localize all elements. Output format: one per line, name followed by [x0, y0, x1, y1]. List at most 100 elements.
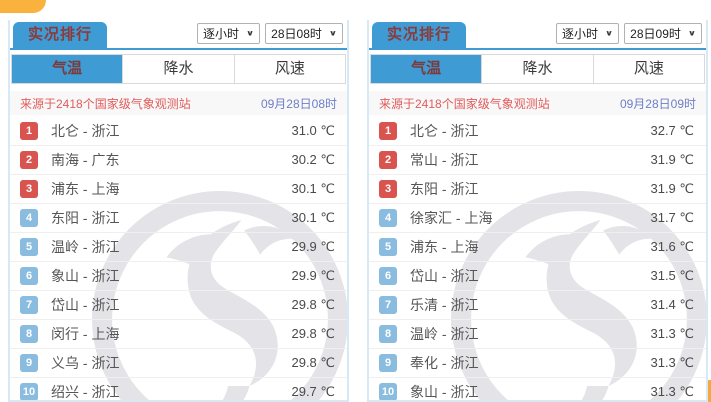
- rank-badge: 8: [379, 325, 397, 343]
- panel-title-tab[interactable]: 实况排行: [372, 22, 467, 48]
- temperature-value: 30.1 ℃: [291, 181, 335, 196]
- source-note: 来源于2418个国家级气象观测站: [379, 96, 550, 111]
- temperature-value: 31.9 ℃: [650, 181, 694, 196]
- rank-badge: 3: [379, 180, 397, 198]
- rank-badge: 10: [20, 383, 38, 400]
- interval-dropdown-value: 逐小时: [203, 27, 240, 41]
- chevron-down-icon: ∨: [328, 29, 337, 38]
- temperature-value: 29.9 ℃: [291, 239, 335, 254]
- station-name: 东阳 - 浙江: [51, 210, 120, 226]
- station-name: 浦东 - 上海: [410, 239, 479, 255]
- chevron-down-icon: ∨: [687, 29, 696, 38]
- list-item: 8 温岭 - 浙江 31.3 ℃: [369, 320, 706, 349]
- rank-badge: 6: [379, 267, 397, 285]
- rank-badge: 2: [20, 151, 38, 169]
- list-item: 9 奉化 - 浙江 31.3 ℃: [369, 349, 706, 378]
- interval-dropdown[interactable]: 逐小时 ∨: [556, 23, 620, 44]
- list-item: 2 常山 - 浙江 31.9 ℃: [369, 146, 706, 175]
- station-name: 常山 - 浙江: [410, 152, 479, 168]
- temperature-value: 31.9 ℃: [650, 152, 694, 167]
- list-item: 6 象山 - 浙江 29.9 ℃: [10, 262, 347, 291]
- station-name: 岱山 - 浙江: [410, 268, 479, 284]
- station-name: 象山 - 浙江: [410, 384, 479, 400]
- station-name: 东阳 - 浙江: [410, 181, 479, 197]
- station-name: 闵行 - 上海: [51, 326, 120, 342]
- ranking-list: 1 北仑 - 浙江 32.7 ℃ 2 常山 - 浙江 31.9 ℃ 3 东阳 -…: [369, 117, 706, 400]
- chevron-down-icon: ∨: [246, 29, 255, 38]
- rank-badge: 10: [379, 383, 397, 400]
- rank-badge: 5: [20, 238, 38, 256]
- temperature-value: 31.3 ℃: [650, 384, 694, 399]
- tab-precipitation[interactable]: 降水: [481, 55, 592, 83]
- temperature-value: 29.8 ℃: [291, 326, 335, 341]
- station-name: 义乌 - 浙江: [51, 355, 120, 371]
- rank-badge: 4: [379, 209, 397, 227]
- temperature-value: 29.8 ℃: [291, 297, 335, 312]
- tab-wind[interactable]: 风速: [233, 55, 345, 83]
- tab-precipitation[interactable]: 降水: [122, 55, 233, 83]
- list-item: 10 象山 - 浙江 31.3 ℃: [369, 378, 706, 400]
- rank-badge: 1: [20, 122, 38, 140]
- rank-badge: 2: [379, 151, 397, 169]
- rank-badge: 9: [379, 354, 397, 372]
- temperature-value: 29.7 ℃: [291, 384, 335, 399]
- list-item: 10 绍兴 - 浙江 29.7 ℃: [10, 378, 347, 400]
- metric-tab-bar: 气温 降水 风速: [370, 54, 705, 84]
- temperature-value: 32.7 ℃: [650, 123, 694, 138]
- list-item: 3 东阳 - 浙江 31.9 ℃: [369, 175, 706, 204]
- station-name: 象山 - 浙江: [51, 268, 120, 284]
- station-name: 绍兴 - 浙江: [51, 384, 120, 400]
- source-bar: 来源于2418个国家级气象观测站 09月28日09时: [369, 91, 706, 115]
- temperature-value: 31.4 ℃: [650, 297, 694, 312]
- list-item: 2 南海 - 广东 30.2 ℃: [10, 146, 347, 175]
- rank-badge: 1: [379, 122, 397, 140]
- temperature-value: 31.7 ℃: [650, 210, 694, 225]
- chevron-down-icon: ∨: [605, 29, 614, 38]
- source-note: 来源于2418个国家级气象观测站: [20, 96, 191, 111]
- station-name: 北仑 - 浙江: [410, 123, 479, 139]
- tab-wind[interactable]: 风速: [592, 55, 704, 83]
- observed-time: 09月28日08时: [260, 96, 337, 111]
- temperature-value: 31.3 ℃: [650, 326, 694, 341]
- station-name: 岱山 - 浙江: [51, 297, 120, 313]
- source-bar: 来源于2418个国家级气象观测站 09月28日08时: [10, 91, 347, 115]
- list-item: 4 东阳 - 浙江 30.1 ℃: [10, 204, 347, 233]
- ranking-list: 1 北仑 - 浙江 31.0 ℃ 2 南海 - 广东 30.2 ℃ 3 浦东 -…: [10, 117, 347, 400]
- list-item: 1 北仑 - 浙江 31.0 ℃: [10, 117, 347, 146]
- list-item: 3 浦东 - 上海 30.1 ℃: [10, 175, 347, 204]
- rank-badge: 8: [20, 325, 38, 343]
- list-item: 9 义乌 - 浙江 29.8 ℃: [10, 349, 347, 378]
- panel-header: 实况排行 逐小时 ∨ 28日09时 ∨: [369, 20, 706, 50]
- list-item: 5 浦东 - 上海 31.6 ℃: [369, 233, 706, 262]
- interval-dropdown-value: 逐小时: [562, 27, 599, 41]
- tab-temperature[interactable]: 气温: [371, 55, 482, 83]
- rank-badge: 7: [379, 296, 397, 314]
- page-corner-decoration-top-left: [0, 0, 46, 13]
- time-dropdown[interactable]: 28日08时 ∨: [265, 23, 343, 44]
- observed-time: 09月28日09时: [619, 96, 696, 111]
- station-name: 温岭 - 浙江: [51, 239, 120, 255]
- station-name: 温岭 - 浙江: [410, 326, 479, 342]
- station-name: 乐清 - 浙江: [410, 297, 479, 313]
- rank-badge: 3: [20, 180, 38, 198]
- rank-badge: 9: [20, 354, 38, 372]
- time-dropdown[interactable]: 28日09时 ∨: [624, 23, 702, 44]
- metric-tab-bar: 气温 降水 风速: [11, 54, 346, 84]
- temperature-value: 29.8 ℃: [291, 355, 335, 370]
- ranking-panel-right: 实况排行 逐小时 ∨ 28日09时 ∨ 气温 降水 风速 来源于2418个国家级…: [367, 20, 708, 402]
- panel-title-tab[interactable]: 实况排行: [13, 22, 108, 48]
- station-name: 南海 - 广东: [51, 152, 120, 168]
- list-item: 6 岱山 - 浙江 31.5 ℃: [369, 262, 706, 291]
- temperature-value: 31.6 ℃: [650, 239, 694, 254]
- station-name: 浦东 - 上海: [51, 181, 120, 197]
- tab-temperature[interactable]: 气温: [12, 55, 123, 83]
- panel-header: 实况排行 逐小时 ∨ 28日08时 ∨: [10, 20, 347, 50]
- temperature-value: 31.3 ℃: [650, 355, 694, 370]
- list-item: 8 闵行 - 上海 29.8 ℃: [10, 320, 347, 349]
- interval-dropdown[interactable]: 逐小时 ∨: [197, 23, 261, 44]
- list-item: 5 温岭 - 浙江 29.9 ℃: [10, 233, 347, 262]
- temperature-value: 31.0 ℃: [291, 123, 335, 138]
- list-item: 4 徐家汇 - 上海 31.7 ℃: [369, 204, 706, 233]
- time-dropdown-value: 28日08时: [271, 27, 322, 41]
- list-item: 1 北仑 - 浙江 32.7 ℃: [369, 117, 706, 146]
